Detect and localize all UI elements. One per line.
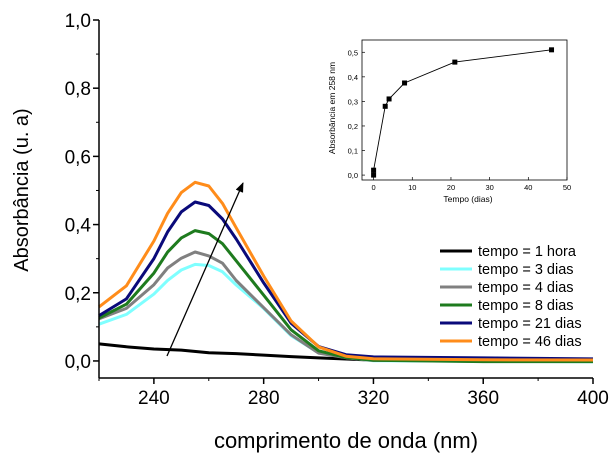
- inset-x-tick-label: 50: [563, 183, 571, 192]
- inset-frame: [302, 29, 582, 203]
- y-tick-label: 1,0: [65, 11, 91, 32]
- inset-plot-box: [361, 39, 568, 181]
- x-tick-label: 240: [138, 388, 170, 409]
- inset-point-3: [382, 103, 388, 109]
- inset-y-axis-label: Absorbância em 258 nm: [327, 62, 337, 154]
- inset-point-2: [371, 167, 377, 173]
- inset-x-tick-label: 40: [524, 183, 532, 192]
- legend-label-2: tempo = 3 dias: [478, 262, 574, 278]
- inset-y-tick-label: 0,1: [348, 147, 358, 156]
- inset-point-6: [452, 59, 458, 65]
- x-tick-label: 360: [467, 388, 499, 409]
- legend-label-1: tempo = 1 hora: [478, 244, 577, 260]
- time-arrow: [166, 182, 244, 357]
- inset-x-tick-label: 20: [447, 183, 455, 192]
- inset-x-tick-label: 30: [485, 183, 493, 192]
- annotation-layer: [166, 182, 244, 357]
- inset-point-4: [386, 96, 392, 102]
- legend-label-6: tempo = 46 dias: [478, 334, 582, 350]
- y-tick-label: 0,8: [65, 79, 91, 100]
- main-y-axis-label: Absorbância (u. a): [11, 108, 33, 271]
- series-line-5: [98, 200, 594, 361]
- inset-chart: 0 10 20 30 40 50 0,0 0,1 0,2 0,3 0,4 0,5 Tempo (dia…: [302, 29, 582, 204]
- x-tick-label: 400: [577, 388, 609, 409]
- inset-axes: 0 10 20 30 40 50 0,0 0,1 0,2 0,3 0,4 0,5: [348, 39, 571, 192]
- inset-x-tick-label: 0: [372, 183, 376, 192]
- inset-y-tick-label: 0,0: [348, 171, 358, 180]
- x-tick-label: 280: [248, 388, 280, 409]
- x-tick-label: 320: [358, 388, 390, 409]
- inset-point-1: [371, 172, 377, 178]
- inset-y-tick-label: 0,2: [348, 122, 358, 131]
- inset-point-7: [549, 47, 555, 53]
- inset-series-layer: [371, 47, 555, 178]
- inset-point-5: [402, 80, 408, 86]
- y-tick-label: 0,4: [65, 216, 92, 237]
- y-tick-label: 0,6: [65, 147, 91, 168]
- legend-label-4: tempo = 8 dias: [478, 298, 574, 314]
- inset-x-tick-label: 10: [408, 183, 416, 192]
- inset-y-tick-label: 0,3: [348, 97, 358, 106]
- legend-label-3: tempo = 4 dias: [478, 280, 574, 296]
- inset-x-axis-label: Tempo (dias): [443, 194, 492, 204]
- main-x-axis-label: comprimento de onda (nm): [214, 428, 478, 453]
- main-legend: tempo = 1 hora tempo = 3 dias tempo = 4 di…: [440, 244, 582, 350]
- y-tick-label: 0,0: [65, 352, 91, 373]
- inset-y-tick-label: 0,5: [348, 48, 358, 57]
- legend-label-5: tempo = 21 dias: [478, 316, 582, 332]
- y-tick-label: 0,2: [65, 284, 91, 305]
- inset-y-tick-label: 0,4: [348, 73, 358, 82]
